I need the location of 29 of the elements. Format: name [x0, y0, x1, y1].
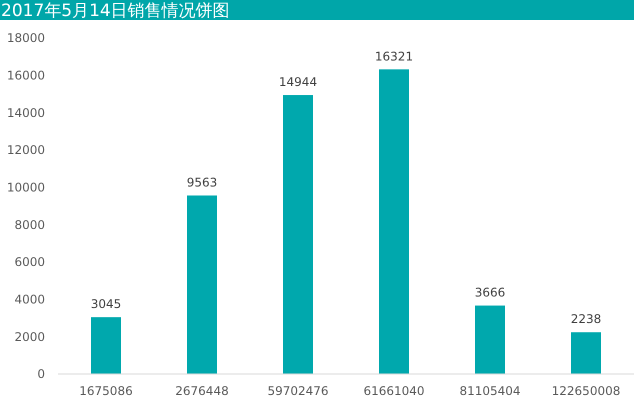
x-tick-label: 61661040 — [363, 384, 425, 398]
y-tick-label: 4000 — [14, 292, 45, 307]
chart-title: 2017年5月14日销售情况饼图 — [1, 1, 230, 21]
bar — [571, 332, 601, 374]
x-tick-label: 122650008 — [552, 384, 620, 398]
x-tick-label: 2676448 — [175, 384, 229, 398]
x-tick-label: 1675086 — [79, 384, 133, 398]
y-tick-label: 18000 — [6, 31, 45, 46]
data-label: 2238 — [570, 312, 602, 326]
y-tick-label: 16000 — [6, 68, 45, 83]
y-tick-label: 12000 — [6, 143, 45, 158]
y-tick-label: 10000 — [6, 180, 45, 195]
y-tick-label: 2000 — [14, 330, 45, 344]
data-label: 16321 — [374, 49, 414, 64]
y-tick-label: 0 — [37, 367, 45, 382]
data-label: 3045 — [90, 297, 122, 312]
bar — [475, 306, 505, 374]
bar — [379, 69, 409, 374]
y-tick-label: 6000 — [14, 255, 45, 270]
y-tick-label: 8000 — [14, 218, 45, 232]
bar — [283, 95, 313, 374]
y-tick-label: 14000 — [6, 106, 45, 120]
x-tick-label: 59702476 — [267, 384, 329, 398]
data-label: 9563 — [186, 175, 218, 190]
data-label: 14944 — [278, 75, 318, 90]
bar — [187, 195, 217, 374]
data-label: 3666 — [474, 286, 506, 300]
bar — [91, 317, 121, 374]
x-tick-label: 81105404 — [459, 384, 521, 398]
